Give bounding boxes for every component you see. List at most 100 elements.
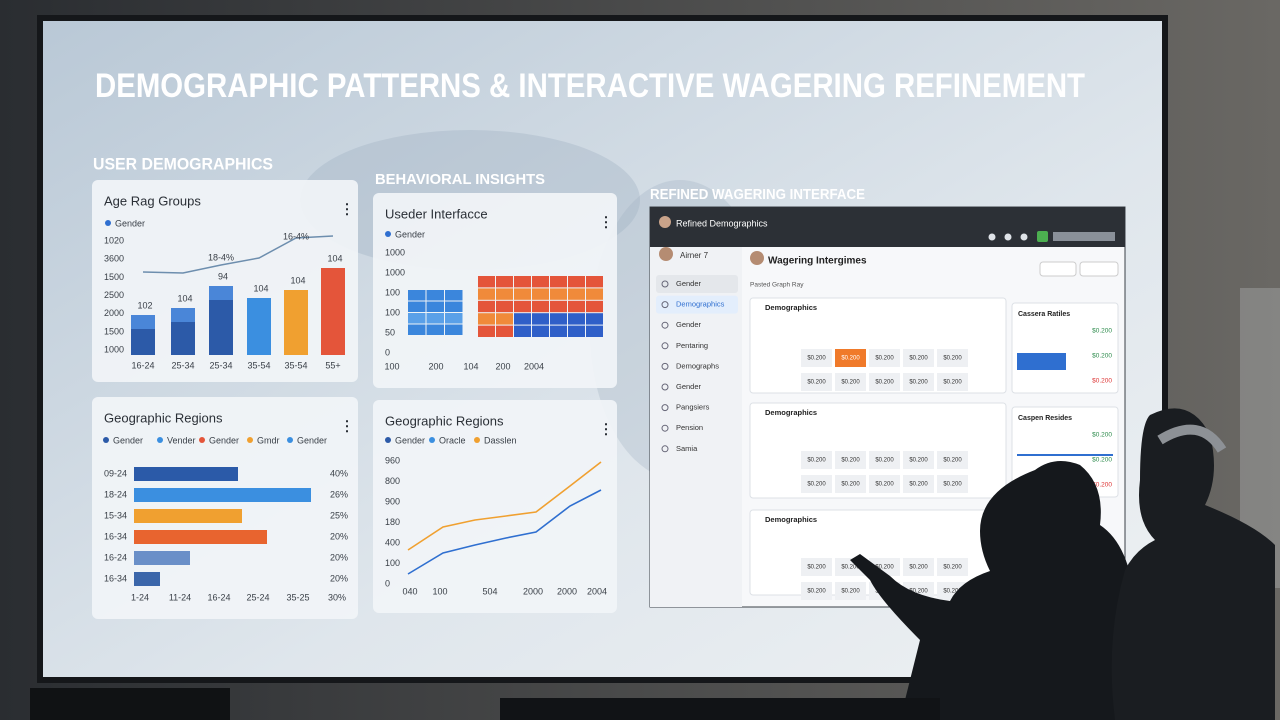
label: 16-34 bbox=[104, 573, 127, 583]
label: 1500 bbox=[104, 272, 124, 282]
hbar bbox=[134, 488, 311, 502]
cell[interactable] bbox=[801, 475, 832, 493]
label: 20% bbox=[330, 573, 348, 583]
cell[interactable] bbox=[903, 558, 934, 576]
cell[interactable] bbox=[937, 373, 968, 391]
label: Gender bbox=[676, 320, 702, 329]
person bbox=[850, 461, 1140, 720]
cell[interactable] bbox=[903, 349, 934, 367]
label: $0.200 bbox=[909, 356, 928, 362]
dropdown[interactable] bbox=[1079, 261, 1119, 277]
label: 09-24 bbox=[104, 468, 127, 478]
heat-cell bbox=[426, 290, 444, 301]
cards: Age Rag Groups ⋮Gender1020360015002500200… bbox=[92, 180, 617, 619]
cell[interactable] bbox=[801, 558, 832, 576]
heat-cell bbox=[496, 276, 513, 288]
label: 104 bbox=[463, 361, 478, 371]
cell[interactable] bbox=[937, 475, 968, 493]
panel bbox=[749, 297, 1007, 394]
cell[interactable] bbox=[835, 373, 866, 391]
label: $0.200 bbox=[841, 589, 860, 595]
label: 25-34 bbox=[171, 360, 194, 370]
label: Vender bbox=[167, 435, 196, 445]
cell[interactable] bbox=[801, 373, 832, 391]
label: 960 bbox=[385, 455, 400, 465]
cell[interactable] bbox=[835, 349, 866, 367]
label: $0.200 bbox=[909, 482, 928, 488]
label: $0.200 bbox=[807, 589, 826, 595]
hbar bbox=[134, 509, 242, 523]
legend-dot bbox=[247, 437, 253, 443]
cell[interactable] bbox=[903, 373, 934, 391]
label: Gender bbox=[297, 435, 327, 445]
cell[interactable] bbox=[937, 349, 968, 367]
heat-cell bbox=[426, 313, 444, 324]
label: Demographics bbox=[676, 300, 725, 309]
cell[interactable] bbox=[835, 582, 866, 600]
label: 25-34 bbox=[209, 360, 232, 370]
button[interactable] bbox=[1017, 353, 1066, 370]
cell[interactable] bbox=[801, 451, 832, 469]
cell[interactable] bbox=[937, 558, 968, 576]
label: 16-34 bbox=[104, 531, 127, 541]
label: 11-24 bbox=[169, 592, 191, 602]
label: $0.200 bbox=[807, 380, 826, 386]
heat-cell bbox=[408, 313, 426, 324]
cell[interactable] bbox=[903, 451, 934, 469]
heat-cell bbox=[586, 300, 603, 313]
menu-icon bbox=[661, 362, 669, 370]
label: 35-54 bbox=[284, 360, 307, 370]
cell[interactable] bbox=[835, 451, 866, 469]
icon bbox=[1004, 233, 1012, 241]
heat-cell bbox=[568, 288, 585, 300]
cell[interactable] bbox=[869, 373, 900, 391]
label: $0.200 bbox=[1092, 457, 1112, 464]
label: $0.200 bbox=[943, 565, 962, 571]
menu-highlight[interactable] bbox=[656, 275, 738, 293]
cell[interactable] bbox=[937, 451, 968, 469]
hbar bbox=[134, 572, 160, 586]
menu-highlight[interactable] bbox=[656, 295, 738, 314]
cell[interactable] bbox=[869, 475, 900, 493]
label: 1000 bbox=[385, 247, 405, 257]
label: 55+ bbox=[325, 360, 340, 370]
label: Pension bbox=[676, 423, 703, 432]
heat-cell bbox=[445, 324, 463, 335]
label: $0.200 bbox=[841, 482, 860, 488]
heat-cell bbox=[496, 300, 513, 313]
label: 2004 bbox=[587, 586, 607, 596]
hbar bbox=[134, 551, 190, 565]
cell[interactable] bbox=[869, 349, 900, 367]
label: Pangsiers bbox=[676, 403, 710, 412]
cell[interactable] bbox=[869, 451, 900, 469]
line bbox=[407, 461, 602, 551]
cell[interactable] bbox=[801, 349, 832, 367]
label: Cassera Ratiles bbox=[1018, 311, 1070, 318]
label: Gender bbox=[113, 435, 143, 445]
cell[interactable] bbox=[903, 475, 934, 493]
heat-cell bbox=[496, 313, 513, 325]
card-menu: ⋮ bbox=[599, 421, 613, 437]
cell[interactable] bbox=[801, 582, 832, 600]
label: Gender bbox=[395, 435, 425, 445]
menu-icon bbox=[661, 383, 669, 391]
section-title: USER DEMOGRAPHICS bbox=[93, 154, 273, 173]
label: Pentaring bbox=[676, 341, 708, 350]
label: 2000 bbox=[104, 308, 124, 318]
heat-cell bbox=[496, 325, 513, 337]
page-title: DEMOGRAPHIC PATTERNS & INTERACTIVE WAGER… bbox=[95, 67, 1085, 105]
label: 400 bbox=[385, 537, 400, 547]
label: 100 bbox=[432, 586, 447, 596]
heat-cell bbox=[426, 301, 444, 312]
cell[interactable] bbox=[835, 475, 866, 493]
card-title: Age Rag Groups bbox=[104, 193, 201, 208]
label: 200 bbox=[495, 361, 510, 371]
label: $0.200 bbox=[807, 356, 826, 362]
label: 18-24 bbox=[104, 489, 127, 499]
label: 504 bbox=[482, 586, 497, 596]
card-title: Useder Interfacce bbox=[385, 206, 488, 221]
bar bbox=[284, 290, 308, 355]
label: $0.200 bbox=[1092, 328, 1112, 335]
dropdown[interactable] bbox=[1039, 261, 1077, 277]
bar bbox=[321, 268, 345, 355]
